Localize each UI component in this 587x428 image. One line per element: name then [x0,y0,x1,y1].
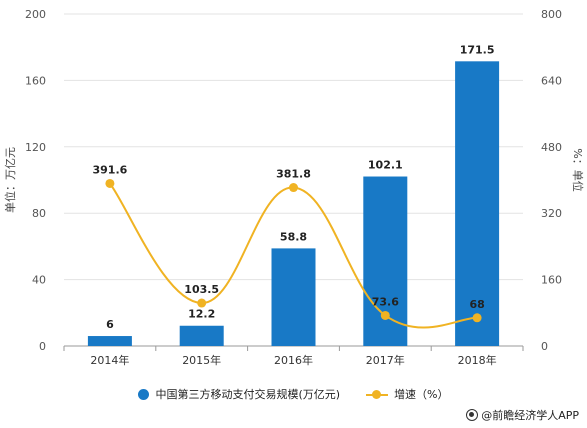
credit: @前瞻经济学人APP [466,407,579,423]
left-tick-label: 80 [32,207,46,220]
left-axis-title: 单位：万亿元 [3,147,17,213]
bar [455,61,500,347]
right-tick-label: 160 [541,274,562,287]
bar-series [87,61,500,347]
left-tick-label: 120 [25,141,46,154]
rate-value-label: 381.8 [276,168,311,181]
category-label: 2015年 [182,353,221,367]
category-label: 2018年 [458,353,497,367]
rate-series [105,178,482,329]
credit-text: @前瞻经济学人APP [481,409,579,422]
left-tick-label: 0 [39,340,46,353]
data-labels: 6 12.2 58.8 102.1 171.5 391.6 103.5 381.8 73.6 68 [93,43,495,331]
legend-line-swatch [366,389,389,400]
rate-value-label: 68 [469,298,484,311]
left-tick-label: 40 [32,274,46,287]
right-tick-label: 0 [541,340,548,353]
bar-value-label: 12.2 [188,308,215,321]
bar [87,336,132,346]
right-tick-label: 480 [541,141,562,154]
right-tick-label: 640 [541,74,562,87]
category-label: 2017年 [366,353,405,367]
bar [271,248,316,346]
bar [363,176,408,346]
category-label: 2016年 [274,353,313,367]
rate-point [105,178,115,188]
category-label: 2014年 [90,353,129,367]
rate-point [289,183,298,193]
bar-value-label: 171.5 [460,43,495,56]
axis-titles: 单位：万亿元 %：单位 [3,147,585,213]
bar [179,325,224,346]
bar-value-label: 58.8 [280,230,307,243]
legend: 中国第三方移动支付交易规模(万亿元) 增速（%） [0,384,587,404]
legend-bar-label: 中国第三方移动支付交易规模(万亿元) [155,388,341,401]
right-tick-label: 320 [541,207,562,220]
left-tick-label: 160 [25,74,46,87]
right-axis-title: %：单位 [571,148,585,191]
rate-value-label: 73.6 [372,295,399,308]
right-axis-ticks: 0 160 320 480 640 800 [541,8,562,353]
legend-item-bar[interactable]: 中国第三方移动支付交易规模(万亿元) [138,386,340,402]
rate-point [197,298,207,308]
legend-item-line[interactable]: 增速（%） [366,386,449,402]
legend-line-label: 增速（%） [394,388,449,401]
bar-value-label: 102.1 [368,159,403,172]
rate-point [380,310,390,320]
category-axis: 2014年 2015年 2016年 2017年 2018年 [63,346,524,367]
camera-icon [466,409,479,421]
gridlines [64,13,523,347]
rate-value-label: 391.6 [93,163,128,176]
right-tick-label: 800 [541,8,562,21]
rate-value-label: 103.5 [184,283,219,296]
rate-point [472,313,482,323]
left-axis-ticks: 0 40 80 120 160 200 [25,8,46,353]
left-tick-label: 200 [25,8,46,21]
bar-value-label: 6 [106,318,114,331]
legend-bar-swatch [138,388,150,400]
